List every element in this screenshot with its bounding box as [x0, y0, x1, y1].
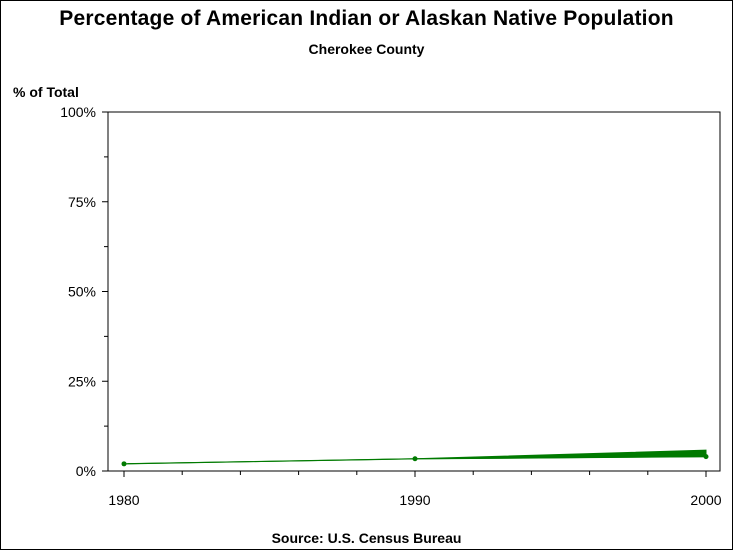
y-tick-label: 100% — [60, 104, 96, 120]
chart-subtitle: Cherokee County — [308, 41, 425, 57]
data-point — [703, 454, 709, 460]
x-tick-label: 1980 — [108, 492, 139, 508]
source-note: Source: U.S. Census Bureau — [271, 530, 462, 546]
chart-title: Percentage of American Indian or Alaskan… — [59, 7, 674, 30]
data-point — [121, 461, 127, 467]
x-tick-label: 2000 — [690, 492, 721, 508]
y-tick-label: 0% — [76, 463, 96, 479]
y-tick-label: 75% — [68, 194, 96, 210]
y-axis-label: % of Total — [13, 84, 79, 100]
y-tick-label: 50% — [68, 284, 96, 300]
data-point — [412, 456, 418, 462]
y-tick-label: 25% — [68, 373, 96, 389]
plot-area — [107, 111, 721, 472]
x-tick-label: 1990 — [399, 492, 430, 508]
